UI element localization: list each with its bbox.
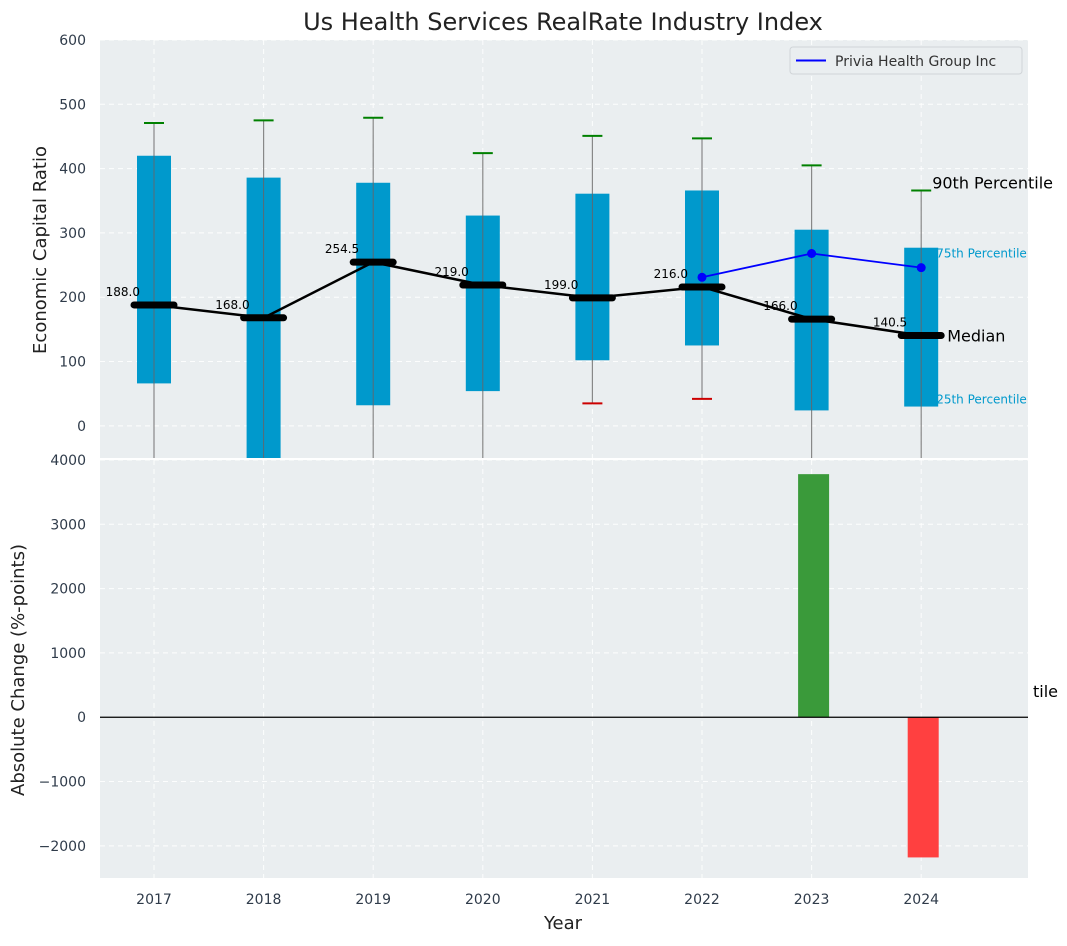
annotation-median: Median bbox=[947, 326, 1005, 345]
top-y-tick-label: 100 bbox=[59, 355, 86, 371]
top-y-tick-label: 400 bbox=[59, 162, 86, 178]
company-series-point bbox=[916, 263, 926, 273]
x-tick-label: 2023 bbox=[794, 892, 830, 908]
top-y-tick-label: 300 bbox=[59, 226, 86, 242]
bottom-y-tick-label: 0 bbox=[77, 710, 86, 726]
bottom-y-axis-label: Absolute Change (%-points) bbox=[8, 544, 29, 796]
bottom-y-tick-label: 1000 bbox=[50, 646, 86, 662]
annotation-90th-percentile: 90th Percentile bbox=[932, 173, 1053, 192]
bottom-y-tick-label: 4000 bbox=[50, 453, 86, 469]
top-y-tick-label: 200 bbox=[59, 290, 86, 306]
top-plot-area bbox=[100, 40, 1028, 458]
x-tick-label: 2019 bbox=[355, 892, 391, 908]
median-value-label: 188.0 bbox=[106, 285, 140, 299]
x-tick-label: 2022 bbox=[684, 892, 720, 908]
x-tick-label: 2018 bbox=[246, 892, 282, 908]
annotation-25th-percentile: 25th Percentile bbox=[936, 393, 1027, 407]
change-bar bbox=[907, 717, 939, 858]
median-value-label: 199.0 bbox=[544, 278, 578, 292]
x-tick-label: 2024 bbox=[903, 892, 939, 908]
bottom-y-tick-label: 2000 bbox=[50, 582, 86, 598]
chart-title: Us Health Services RealRate Industry Ind… bbox=[303, 8, 823, 36]
clipped-percentile-label: tile bbox=[1033, 682, 1058, 701]
top-y-tick-label: 0 bbox=[77, 419, 86, 435]
median-value-label: 168.0 bbox=[215, 298, 249, 312]
x-tick-label: 2021 bbox=[575, 892, 611, 908]
top-y-axis-label: Economic Capital Ratio bbox=[30, 146, 51, 354]
x-axis-label: Year bbox=[543, 913, 583, 934]
bottom-plot-area bbox=[100, 460, 1028, 878]
top-y-tick-label: 500 bbox=[59, 97, 86, 113]
x-tick-label: 2020 bbox=[465, 892, 501, 908]
median-value-label: 140.5 bbox=[873, 315, 907, 329]
x-tick-label: 2017 bbox=[136, 892, 172, 908]
median-value-label: 166.0 bbox=[763, 299, 797, 313]
company-series-point bbox=[807, 249, 817, 259]
change-bar bbox=[798, 474, 830, 718]
median-value-label: 219.0 bbox=[434, 265, 468, 279]
median-value-label: 254.5 bbox=[325, 242, 359, 256]
legend-box bbox=[789, 46, 1023, 75]
legend-label: Privia Health Group Inc bbox=[835, 54, 996, 70]
median-line bbox=[153, 260, 922, 337]
bottom-y-tick-label: −1000 bbox=[39, 775, 86, 791]
bottom-y-tick-label: 3000 bbox=[50, 517, 86, 533]
bottom-y-tick-label: −2000 bbox=[39, 839, 86, 855]
median-value-label: 216.0 bbox=[654, 267, 688, 281]
company-series-point bbox=[697, 272, 707, 282]
annotation-75th-percentile: 75th Percentile bbox=[936, 247, 1027, 261]
top-y-tick-label: 600 bbox=[59, 33, 86, 49]
